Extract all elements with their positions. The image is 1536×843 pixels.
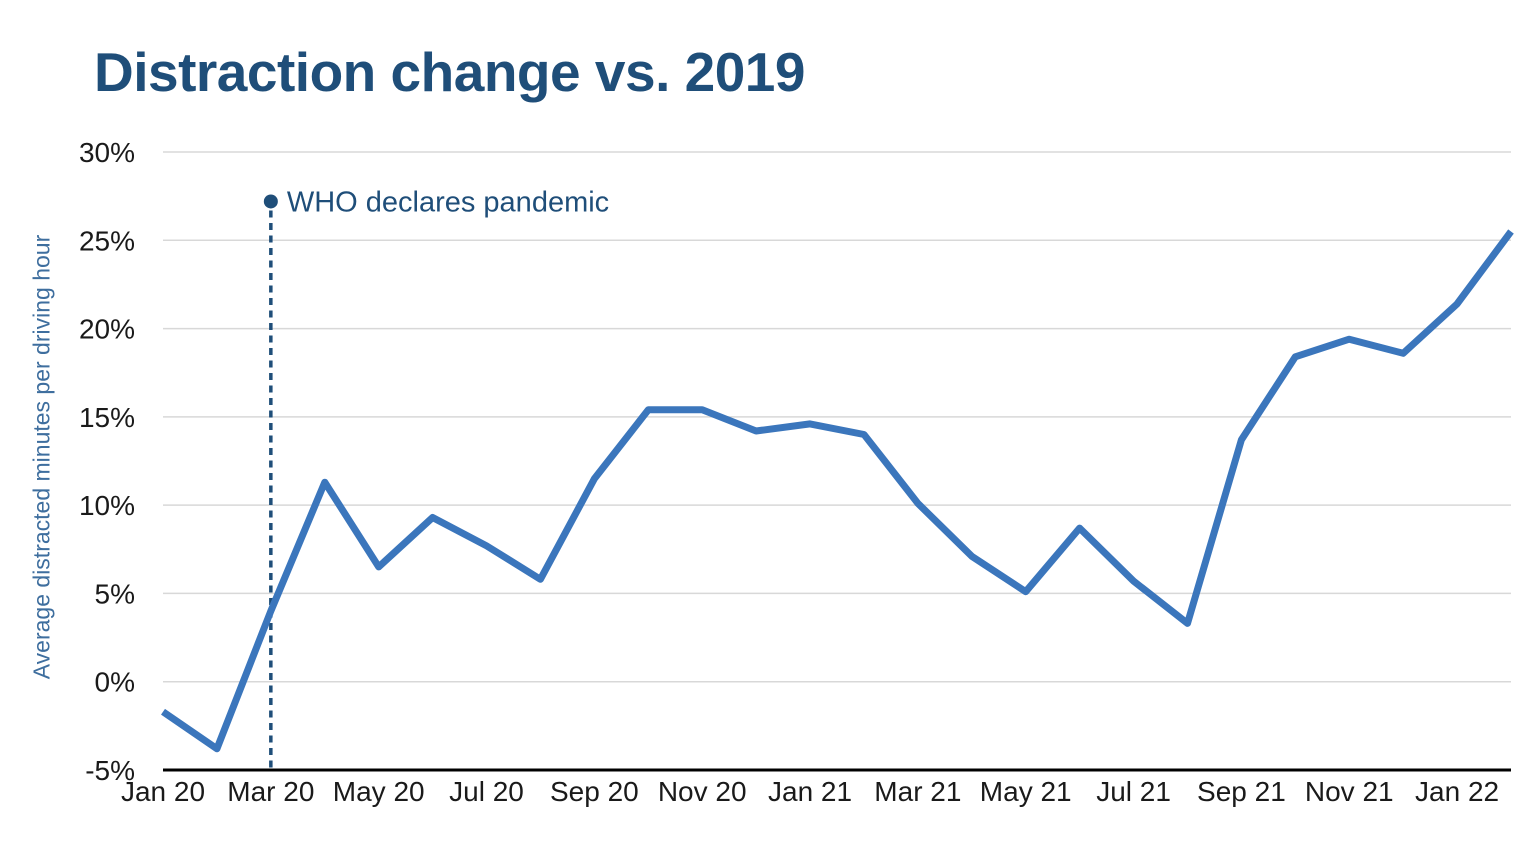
x-tick-label: Mar 20: [227, 776, 314, 807]
x-tick-label: Nov 20: [658, 776, 747, 807]
y-tick-label: 15%: [79, 402, 135, 433]
y-tick-label: 0%: [95, 667, 135, 698]
y-tick-label: 10%: [79, 490, 135, 521]
y-tick-label: 20%: [79, 314, 135, 345]
y-tick-label: -5%: [85, 755, 135, 786]
pandemic-marker-dot: [263, 194, 278, 209]
y-tick-label: 5%: [95, 578, 135, 609]
x-tick-label: Jul 21: [1096, 776, 1171, 807]
x-tick-label: Sep 20: [550, 776, 639, 807]
x-tick-label: Jan 20: [121, 776, 205, 807]
chart-title: Distraction change vs. 2019: [94, 41, 805, 103]
y-axis-title: Average distracted minutes per driving h…: [28, 234, 55, 680]
x-tick-label: Nov 21: [1305, 776, 1394, 807]
x-tick-label: Jul 20: [449, 776, 524, 807]
y-tick-label: 30%: [79, 137, 135, 168]
x-tick-label: Sep 21: [1197, 776, 1286, 807]
x-tick-label: May 21: [980, 776, 1072, 807]
pandemic-annotation-label: WHO declares pandemic: [287, 186, 609, 218]
x-tick-label: Jan 22: [1415, 776, 1499, 807]
x-tick-label: Jan 21: [768, 776, 852, 807]
distraction-data-line: [161, 229, 1514, 753]
x-tick-label: Mar 21: [874, 776, 961, 807]
y-tick-label: 25%: [79, 225, 135, 256]
x-tick-label: May 20: [333, 776, 425, 807]
